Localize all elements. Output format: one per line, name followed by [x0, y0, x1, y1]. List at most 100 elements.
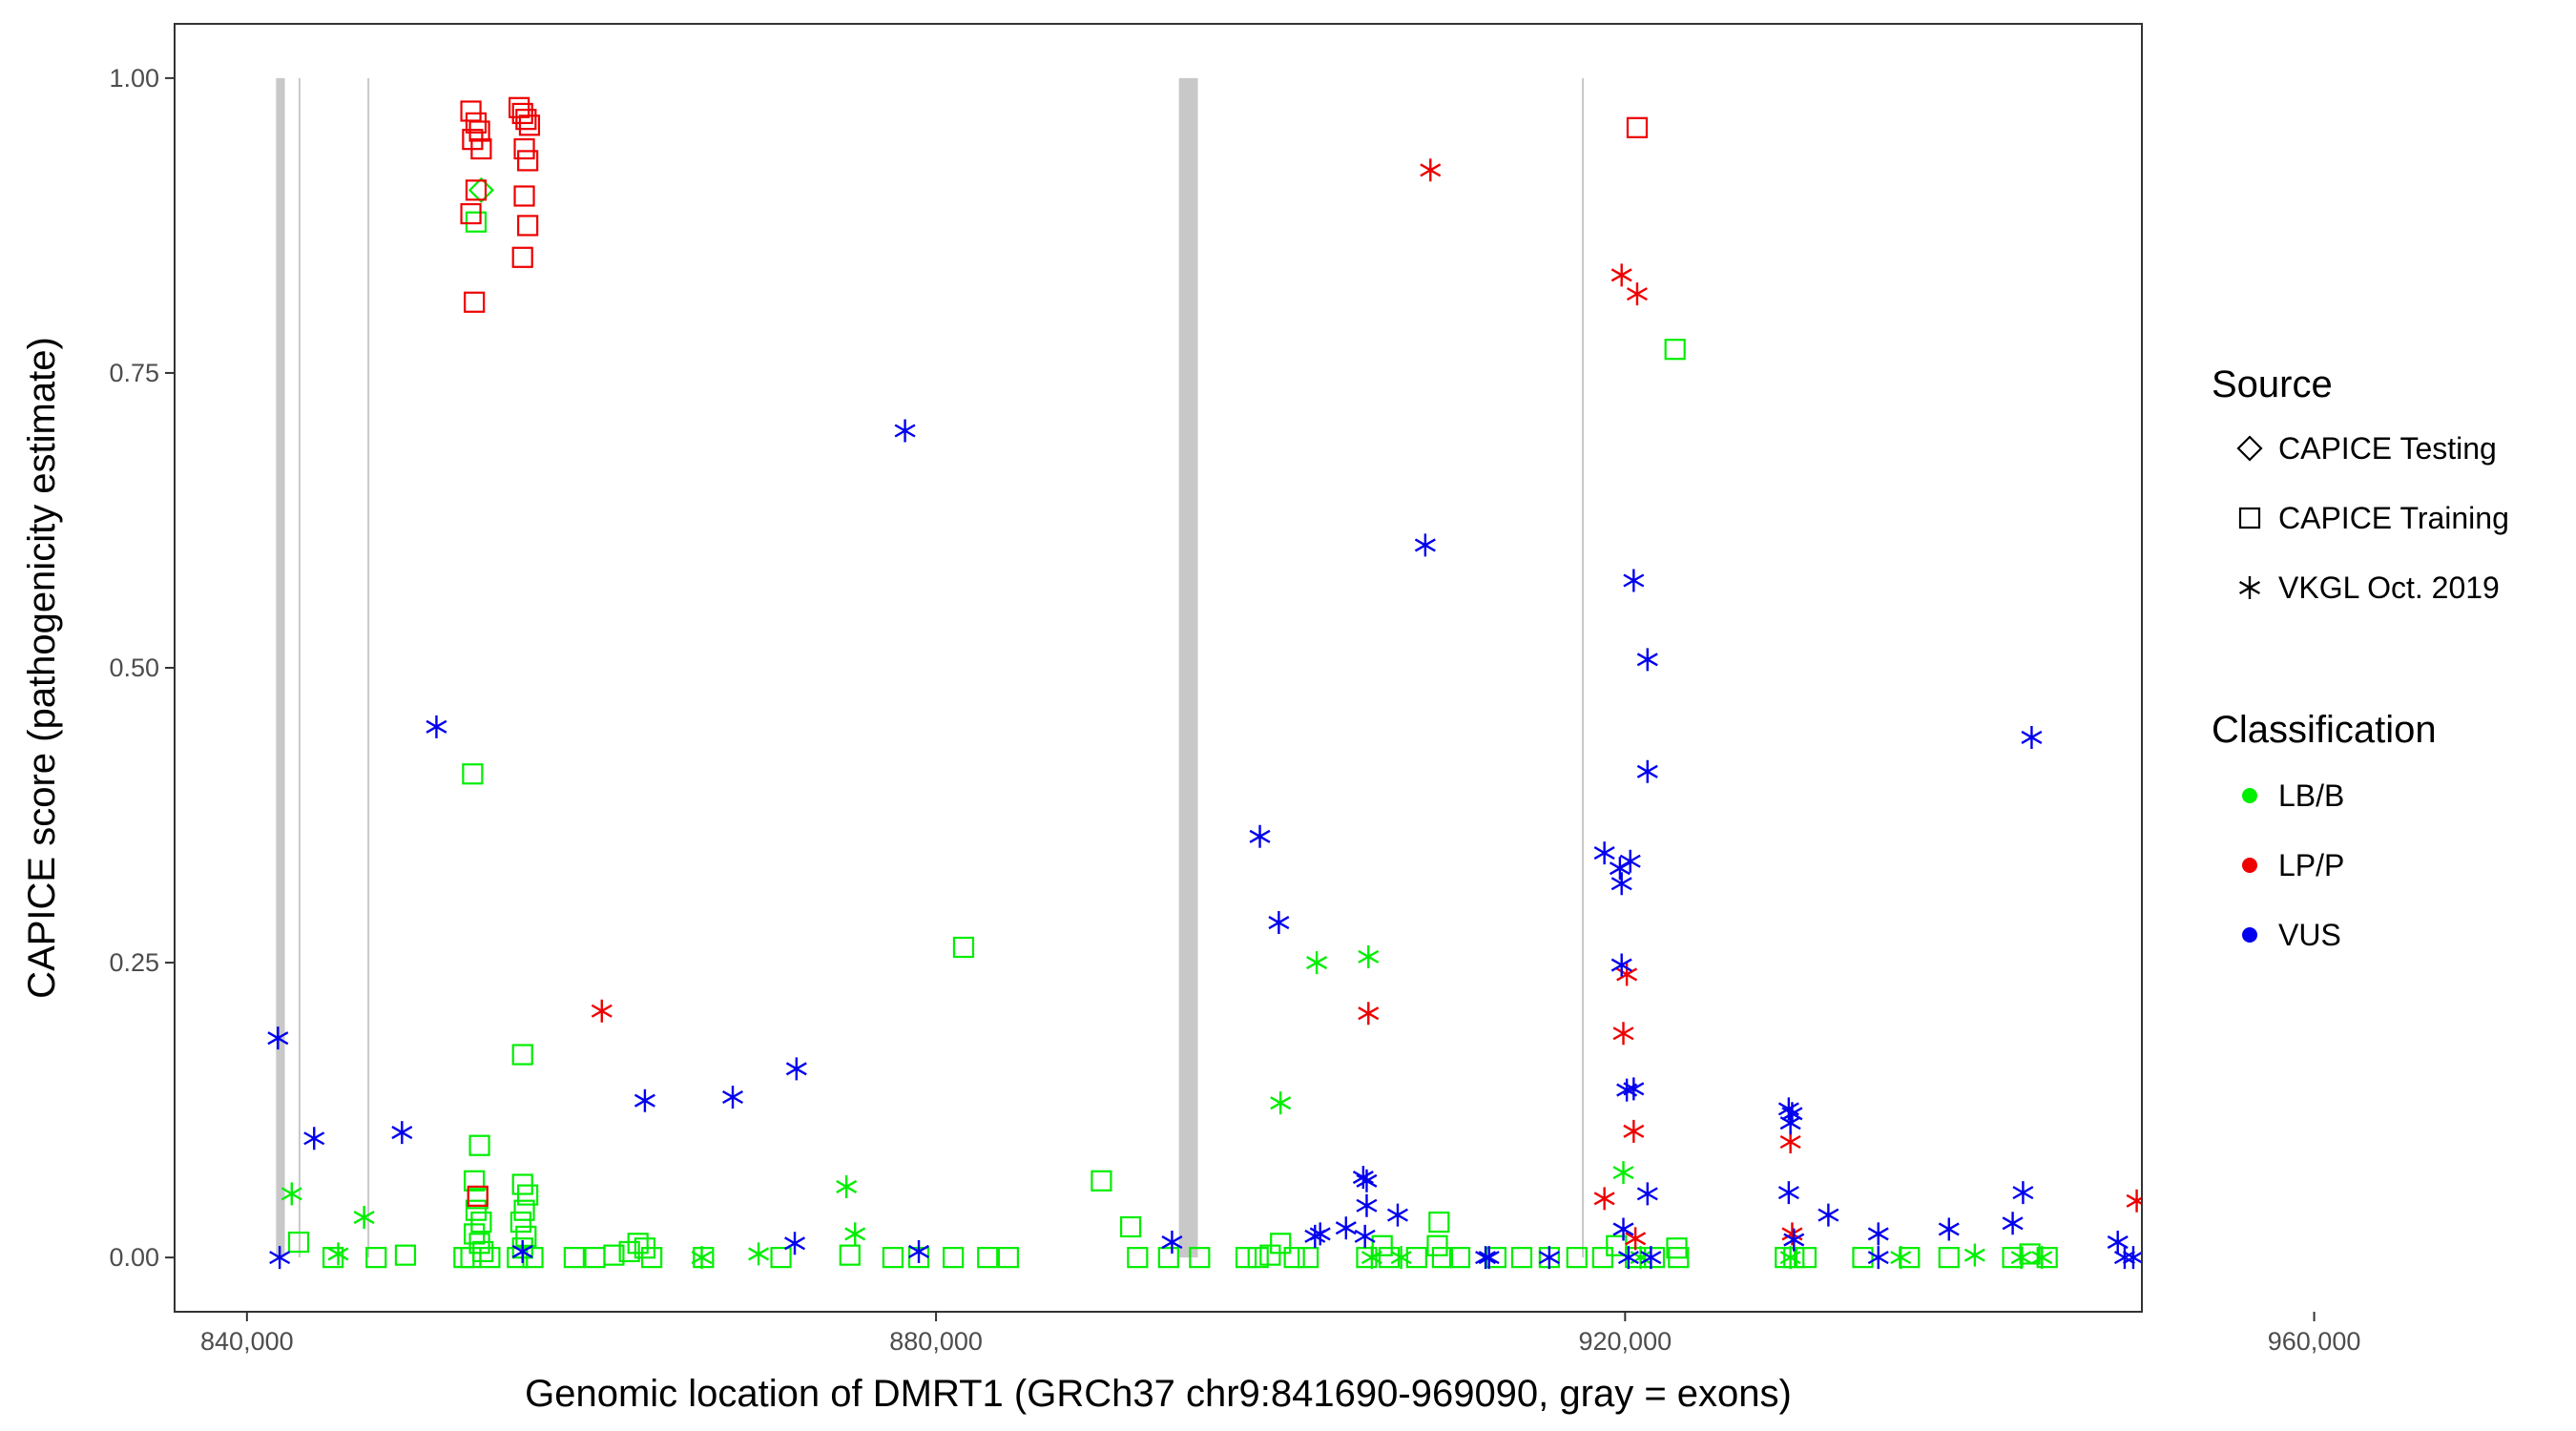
- data-point: [2315, 1246, 2335, 1269]
- data-point: [1335, 1216, 1357, 1240]
- data-point: [1636, 1182, 1658, 1206]
- data-point: [1938, 1217, 1960, 1241]
- data-point: [2113, 1246, 2135, 1270]
- data-point: [1668, 1247, 1690, 1269]
- panel-background: [175, 24, 2142, 1312]
- data-point: [1127, 1247, 1149, 1269]
- data-point: [691, 1246, 713, 1270]
- data-point: [1189, 1247, 1211, 1269]
- data-point: [2169, 1248, 2188, 1267]
- data-point: [1938, 1247, 1960, 1269]
- data-point: [882, 1247, 904, 1269]
- data-point: [1478, 1246, 1500, 1270]
- legend: Source CAPICE Testing CAPICE Training VKGL …: [2212, 363, 2509, 952]
- data-point: [997, 1247, 1020, 1269]
- data-point: [1593, 841, 1615, 865]
- data-point: [2321, 1134, 2341, 1157]
- data-point: [1356, 1247, 1378, 1269]
- data-point: [327, 1242, 349, 1266]
- legend-label: LP/P: [2278, 848, 2344, 882]
- data-point: [1390, 1246, 1412, 1270]
- data-point: [1963, 1243, 1985, 1267]
- y-tick-label: 0.75: [109, 359, 159, 387]
- y-tick-label: 0.00: [109, 1243, 159, 1272]
- data-point: [1626, 116, 1649, 138]
- data-point: [1475, 1246, 1497, 1270]
- data-point: [1426, 1234, 1448, 1256]
- data-point: [465, 211, 488, 233]
- y-tick-label: 1.00: [109, 64, 159, 93]
- data-point: [1448, 1247, 1471, 1269]
- legend-title-source: Source: [2212, 363, 2333, 405]
- data-point: [2021, 725, 2043, 749]
- data-point: [1619, 849, 1641, 873]
- data-point: [1378, 1247, 1401, 1269]
- data-point: [1428, 1211, 1450, 1234]
- data-point: [465, 1199, 488, 1221]
- data-point: [467, 176, 494, 203]
- data-point: [1610, 263, 1632, 287]
- data-point: [1356, 1169, 1378, 1192]
- data-point: [1612, 1161, 1634, 1185]
- x-axis-title: Genomic location of DMRT1 (GRCh37 chr9:8…: [525, 1373, 1792, 1415]
- data-point: [1636, 759, 1658, 783]
- data-point: [1270, 1091, 1292, 1115]
- data-point: [2012, 1181, 2034, 1205]
- data-point: [470, 1211, 492, 1234]
- data-point: [784, 1232, 806, 1255]
- data-point: [943, 1247, 965, 1269]
- data-point: [1623, 1077, 1645, 1101]
- data-point: [1867, 1222, 1889, 1246]
- data-point: [1777, 1181, 1799, 1205]
- data-point: [770, 1247, 792, 1269]
- exon-band: [1582, 77, 1585, 1258]
- data-point: [1623, 1119, 1645, 1143]
- data-point: [453, 1247, 475, 1269]
- data-point: [2036, 1247, 2058, 1269]
- data-point: [1306, 951, 1328, 975]
- data-point: [1283, 1247, 1305, 1269]
- data-point: [2107, 1231, 2129, 1255]
- data-point: [2231, 1248, 2250, 1267]
- data-point: [1779, 1111, 1801, 1135]
- data-point: [2460, 1248, 2479, 1267]
- data-point: [467, 1185, 488, 1207]
- data-point: [1538, 1246, 1560, 1270]
- legend-key-dot: [2242, 858, 2257, 873]
- data-point: [2154, 1242, 2173, 1261]
- data-point: [563, 1247, 586, 1269]
- data-point: [2334, 1246, 2353, 1265]
- legend-label: LB/B: [2278, 778, 2344, 813]
- data-point: [511, 1044, 533, 1066]
- data-point: [2323, 1140, 2343, 1163]
- data-point: [517, 1184, 539, 1206]
- x-tick-label: 960,000: [2268, 1327, 2361, 1356]
- data-point: [1120, 1215, 1142, 1238]
- data-point: [894, 419, 916, 443]
- data-point: [1626, 282, 1648, 306]
- data-point: [513, 1199, 535, 1221]
- y-tick-label: 0.50: [109, 653, 159, 682]
- exon-band: [2454, 78, 2471, 1257]
- data-point: [269, 1246, 291, 1270]
- data-point: [1617, 1246, 1639, 1270]
- data-point: [1795, 1247, 1818, 1269]
- data-point: [2321, 1246, 2341, 1269]
- data-point: [465, 179, 488, 201]
- data-point: [603, 1244, 625, 1266]
- data-point: [303, 1127, 325, 1151]
- data-point: [1161, 1231, 1183, 1255]
- data-point: [1623, 569, 1645, 592]
- data-point: [1510, 1247, 1533, 1269]
- data-point: [280, 1182, 302, 1206]
- data-point: [365, 1247, 387, 1269]
- data-point: [1352, 1166, 1374, 1190]
- data-point: [1591, 1247, 1613, 1269]
- data-point: [1270, 1233, 1292, 1255]
- exon-band: [276, 77, 285, 1258]
- data-point: [2010, 1246, 2032, 1270]
- data-point: [1636, 648, 1658, 672]
- data-point: [844, 1222, 866, 1246]
- data-point: [1297, 1247, 1319, 1269]
- data-point: [2031, 1246, 2053, 1270]
